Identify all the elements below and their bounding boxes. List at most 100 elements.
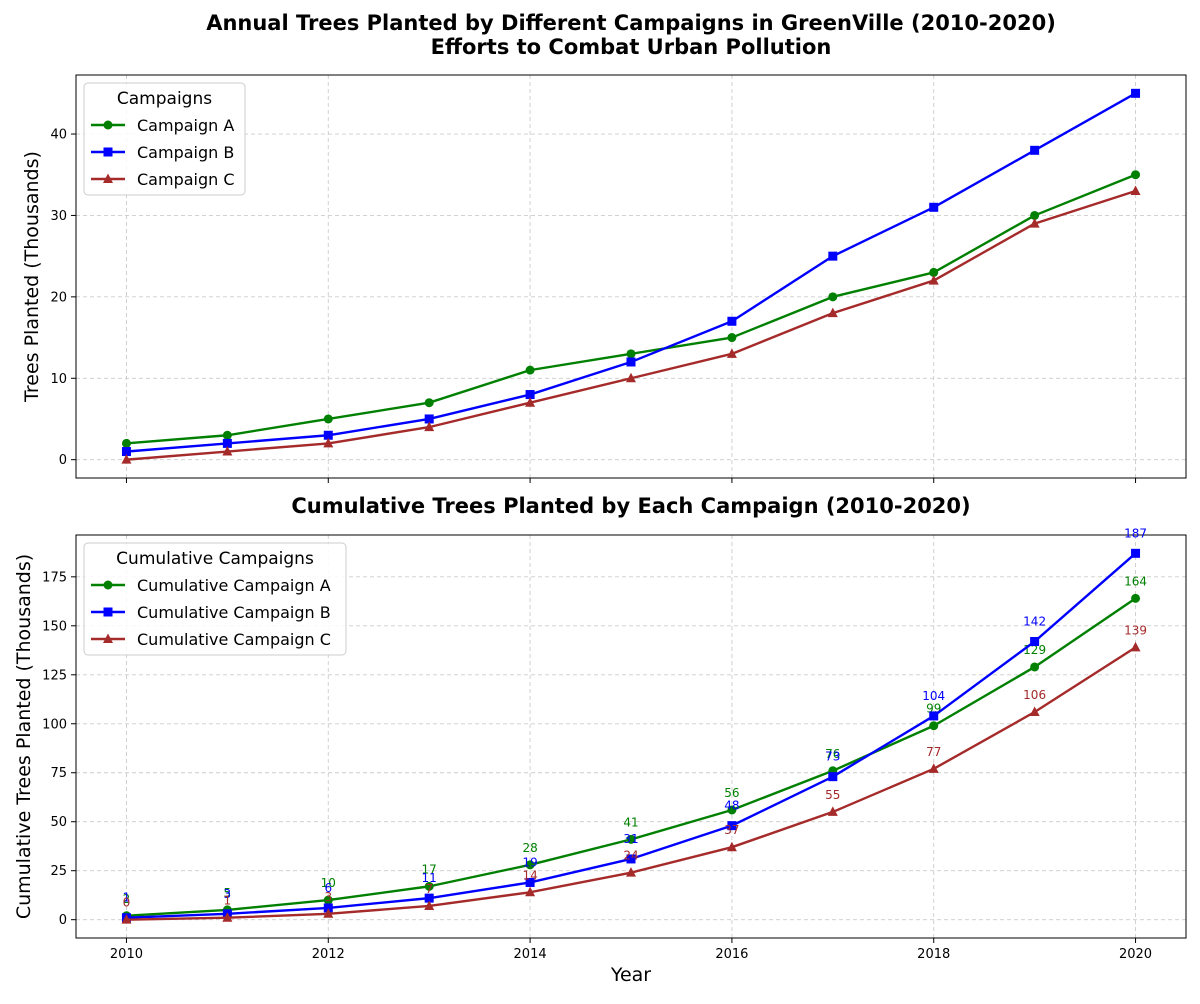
legend-marker (103, 173, 113, 183)
series-3 (121, 185, 1141, 464)
chart-panel-1: Annual Trees Planted by Different Campai… (21, 11, 1187, 483)
series-line (126, 646, 1137, 921)
data-point (626, 854, 636, 864)
data-label: 2 (123, 892, 131, 906)
x-tick-label: 2012 (312, 947, 345, 962)
data-point (323, 437, 334, 448)
data-point (222, 438, 232, 448)
data-point (1130, 185, 1141, 196)
data-point (525, 397, 536, 407)
data-point (929, 711, 939, 721)
plot-frame (75, 534, 1187, 939)
data-point (323, 908, 334, 918)
data-point (222, 446, 233, 456)
data-point (323, 430, 333, 440)
data-label: 139 (1124, 623, 1147, 637)
data-point (726, 348, 737, 358)
chart-panel-2: Cumulative Trees Planted by Each Campaig… (13, 494, 1187, 986)
data-point (828, 251, 838, 261)
data-label: 14 (522, 868, 537, 882)
data-point (424, 881, 434, 891)
y-tick-label: 30 (50, 209, 67, 224)
data-label: 164 (1124, 574, 1147, 588)
data-point (121, 447, 131, 457)
y-tick-label: 25 (50, 864, 67, 879)
data-point (827, 806, 838, 816)
chart-title: Annual Trees Planted by Different Campai… (206, 11, 1056, 35)
data-label: 0 (123, 896, 131, 910)
data-label: 10 (321, 876, 336, 890)
legend-box (83, 542, 347, 656)
y-tick-label: 10 (50, 372, 67, 387)
data-point (424, 398, 434, 408)
data-point (1030, 636, 1040, 646)
legend-entry: Campaign B (137, 143, 234, 162)
data-point (424, 893, 434, 903)
data-point (424, 421, 435, 432)
data-label: 7 (425, 882, 433, 896)
legend-entry: Cumulative Campaign A (137, 576, 331, 595)
series-line (126, 92, 1137, 453)
data-point (525, 877, 535, 887)
legend-entry: Cumulative Campaign B (137, 603, 331, 622)
y-tick-label: 50 (50, 815, 67, 830)
y-tick-label: 40 (50, 128, 67, 143)
data-point (424, 900, 435, 910)
plot-frame (75, 74, 1187, 479)
data-point (1131, 170, 1141, 180)
data-point (626, 357, 636, 367)
y-tick-label: 175 (42, 570, 67, 585)
data-point (626, 349, 636, 359)
data-point (626, 372, 636, 383)
legend-marker (103, 580, 113, 590)
data-point (222, 430, 232, 440)
legend-entry: Campaign A (137, 116, 234, 135)
data-point (929, 721, 939, 731)
data-label: 77 (926, 745, 941, 759)
data-label: 31 (623, 832, 638, 846)
data-point (1029, 706, 1040, 717)
data-point (1030, 662, 1040, 672)
data-label: 28 (522, 841, 537, 855)
data-point (1030, 210, 1040, 220)
data-label: 56 (724, 786, 739, 800)
data-label: 3 (224, 887, 232, 901)
chart-title: Cumulative Trees Planted by Each Campaig… (291, 494, 970, 518)
x-axis-label: Year (610, 964, 651, 986)
series-2 (121, 88, 1141, 457)
data-label: 19 (522, 855, 537, 869)
legend-marker (103, 147, 113, 157)
series-line (126, 189, 1136, 461)
data-point (1131, 548, 1141, 558)
y-tick-label: 150 (42, 619, 67, 634)
data-point (121, 438, 131, 448)
data-point (525, 860, 535, 870)
x-tick-label: 2020 (1119, 947, 1152, 962)
x-tick-label: 2018 (917, 947, 950, 962)
data-point (827, 307, 838, 318)
data-point (727, 805, 737, 815)
y-tick-label: 0 (59, 453, 67, 468)
data-label: 48 (724, 799, 739, 813)
legend-marker (103, 633, 113, 643)
data-label: 104 (922, 689, 945, 703)
x-tick-label: 2016 (715, 947, 748, 962)
x-tick-label: 2014 (514, 947, 547, 962)
data-label: 142 (1023, 614, 1046, 628)
y-tick-label: 125 (42, 668, 67, 683)
data-point (1030, 145, 1040, 155)
data-point (626, 834, 636, 844)
data-point (525, 365, 535, 375)
legend: Cumulative Campaigns Cumulative Campaign … (83, 542, 347, 656)
data-point (323, 903, 333, 913)
legend-marker (103, 607, 113, 617)
y-tick-label: 100 (42, 717, 67, 732)
y-tick-label: 75 (50, 766, 67, 781)
data-point (1131, 88, 1141, 98)
data-label: 3 (324, 890, 332, 904)
data-point (1029, 218, 1040, 228)
series-1 (121, 170, 1141, 448)
